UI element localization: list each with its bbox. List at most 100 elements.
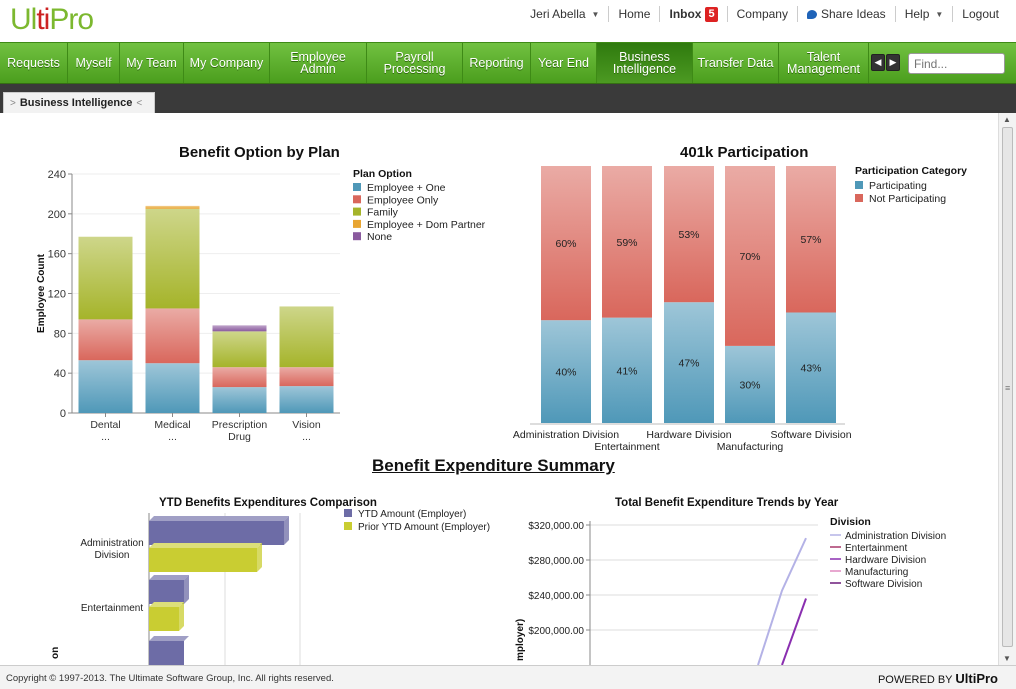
legend-swatch bbox=[855, 194, 863, 202]
bar bbox=[149, 641, 184, 665]
tab-business-intelligence[interactable]: > Business Intelligence < bbox=[3, 92, 155, 113]
bar-segment bbox=[145, 363, 200, 413]
y-axis-title: mployer) bbox=[515, 619, 526, 661]
powered-by: POWERED BY UltiPro bbox=[878, 671, 998, 686]
legend-swatch bbox=[344, 522, 352, 530]
bar-segment bbox=[212, 325, 267, 332]
nav-my-company[interactable]: My Company bbox=[184, 43, 270, 83]
tab-arrow-icon: > bbox=[10, 97, 16, 109]
vertical-scrollbar[interactable]: ▲ ≡ ▼ bbox=[998, 113, 1016, 665]
scroll-up-icon[interactable]: ▲ bbox=[1003, 115, 1011, 124]
bar-segment bbox=[78, 236, 133, 320]
find-input[interactable] bbox=[908, 53, 1005, 74]
y-tick-label: $280,000.00 bbox=[528, 556, 584, 567]
legend-label: Hardware Division bbox=[845, 555, 926, 566]
legend-label: Employee + Dom Partner bbox=[367, 219, 486, 231]
share-ideas-link[interactable]: Share Ideas bbox=[796, 6, 895, 22]
scroll-down-icon[interactable]: ▼ bbox=[1003, 654, 1011, 663]
nav-employee-admin[interactable]: Employee Admin bbox=[270, 43, 367, 83]
x-tick-label: Hardware Division bbox=[646, 429, 731, 441]
bar-top bbox=[149, 575, 189, 580]
bar-segment bbox=[78, 319, 133, 361]
data-label: 41% bbox=[616, 365, 637, 377]
y-tick-label: 200 bbox=[48, 209, 66, 221]
y-tick-label: 240 bbox=[48, 169, 66, 181]
inbox-count-badge: 5 bbox=[705, 6, 718, 22]
legend-label: Not Participating bbox=[869, 193, 946, 205]
nav-myself[interactable]: Myself bbox=[68, 43, 120, 83]
bar-top bbox=[149, 602, 184, 607]
bar bbox=[149, 521, 284, 545]
x-tick-label: Entertainment bbox=[594, 441, 659, 453]
nav-requests[interactable]: Requests bbox=[0, 43, 68, 83]
y-axis-title: Employee Count bbox=[36, 253, 47, 333]
y-tick-label: 0 bbox=[60, 408, 66, 420]
legend-swatch bbox=[353, 183, 361, 191]
legend-label: Software Division bbox=[845, 579, 922, 590]
logout-label: Logout bbox=[962, 7, 999, 21]
home-link-label: Home bbox=[618, 7, 651, 21]
bar bbox=[149, 548, 257, 572]
x-tick-label: ... bbox=[101, 431, 110, 443]
tab-label: Business Intelligence bbox=[19, 97, 133, 109]
data-label: 70% bbox=[739, 251, 760, 263]
nav-payroll-processing[interactable]: Payroll Processing bbox=[367, 43, 463, 83]
y-tick-label: $200,000.00 bbox=[528, 626, 584, 637]
home-link[interactable]: Home bbox=[608, 6, 659, 22]
y-tick-label: 80 bbox=[54, 328, 66, 340]
bar-segment bbox=[279, 306, 334, 368]
y-tick-label: Administration bbox=[80, 538, 143, 549]
legend-swatch bbox=[353, 195, 361, 204]
bar-segment bbox=[541, 166, 591, 321]
legend-title: Division bbox=[830, 516, 871, 528]
bar-segment bbox=[145, 308, 200, 364]
data-label: 53% bbox=[678, 229, 699, 241]
bar bbox=[149, 607, 179, 631]
nav-transfer-data[interactable]: Transfer Data bbox=[693, 43, 779, 83]
nav-scroll-right-icon[interactable]: ▶ bbox=[886, 54, 900, 71]
nav-reporting[interactable]: Reporting bbox=[463, 43, 531, 83]
legend-swatch bbox=[855, 181, 863, 189]
legend-label: Employee + One bbox=[367, 182, 446, 194]
data-label: 60% bbox=[555, 238, 576, 250]
bar-segment bbox=[279, 386, 334, 413]
logout-link[interactable]: Logout bbox=[952, 6, 1008, 22]
legend-swatch bbox=[353, 219, 361, 228]
grip-icon: ≡ bbox=[1005, 383, 1011, 393]
participation-chart: 40% 60% 41% 59% 47% 53% 30% 70% 43% 57% Administra… bbox=[513, 165, 967, 453]
nav-scroll-left-icon[interactable]: ◀ bbox=[871, 54, 885, 71]
help-menu[interactable]: Help ▼ bbox=[894, 6, 953, 22]
company-link[interactable]: Company bbox=[726, 6, 797, 22]
bar-top bbox=[149, 516, 289, 521]
nav-talent-management[interactable]: Talent Management bbox=[779, 43, 869, 83]
chevron-down-icon: ▼ bbox=[935, 9, 944, 19]
top-bar: UltiPro Jeri Abella ▼ Home Inbox 5 Company… bbox=[0, 0, 1016, 42]
scrollbar-thumb[interactable]: ≡ bbox=[1002, 127, 1013, 647]
help-label: Help bbox=[904, 7, 930, 21]
bar-segment bbox=[145, 205, 200, 209]
legend-title: Participation Category bbox=[855, 165, 967, 177]
bar-side bbox=[257, 543, 262, 572]
nav-year-end[interactable]: Year End bbox=[531, 43, 597, 83]
bar-segment bbox=[602, 317, 652, 423]
share-ideas-label: Share Ideas bbox=[820, 7, 886, 21]
nav-my-team[interactable]: My Team bbox=[120, 43, 184, 83]
bar-segment bbox=[212, 387, 267, 413]
legend-label: None bbox=[367, 231, 392, 243]
nav-business-intelligence[interactable]: Business Intelligence bbox=[597, 43, 693, 83]
bar-top bbox=[149, 636, 189, 641]
data-label: 57% bbox=[800, 234, 821, 246]
inbox-link[interactable]: Inbox 5 bbox=[659, 6, 726, 22]
ultipro-logo[interactable]: UltiPro bbox=[10, 3, 94, 36]
bar-segment bbox=[602, 166, 652, 318]
footer: Copyright © 1997-2013. The Ultimate Soft… bbox=[0, 665, 1016, 689]
company-link-label: Company bbox=[736, 7, 788, 21]
x-tick-label: Software Division bbox=[770, 429, 851, 441]
legend-label: Manufacturing bbox=[845, 567, 908, 578]
user-menu[interactable]: Jeri Abella ▼ bbox=[521, 6, 608, 22]
legend-swatch bbox=[344, 509, 352, 517]
bar-segment bbox=[145, 208, 200, 309]
legend-swatch bbox=[353, 207, 361, 216]
speech-bubble-icon bbox=[806, 9, 817, 19]
x-tick-label: Prescription bbox=[212, 419, 268, 431]
